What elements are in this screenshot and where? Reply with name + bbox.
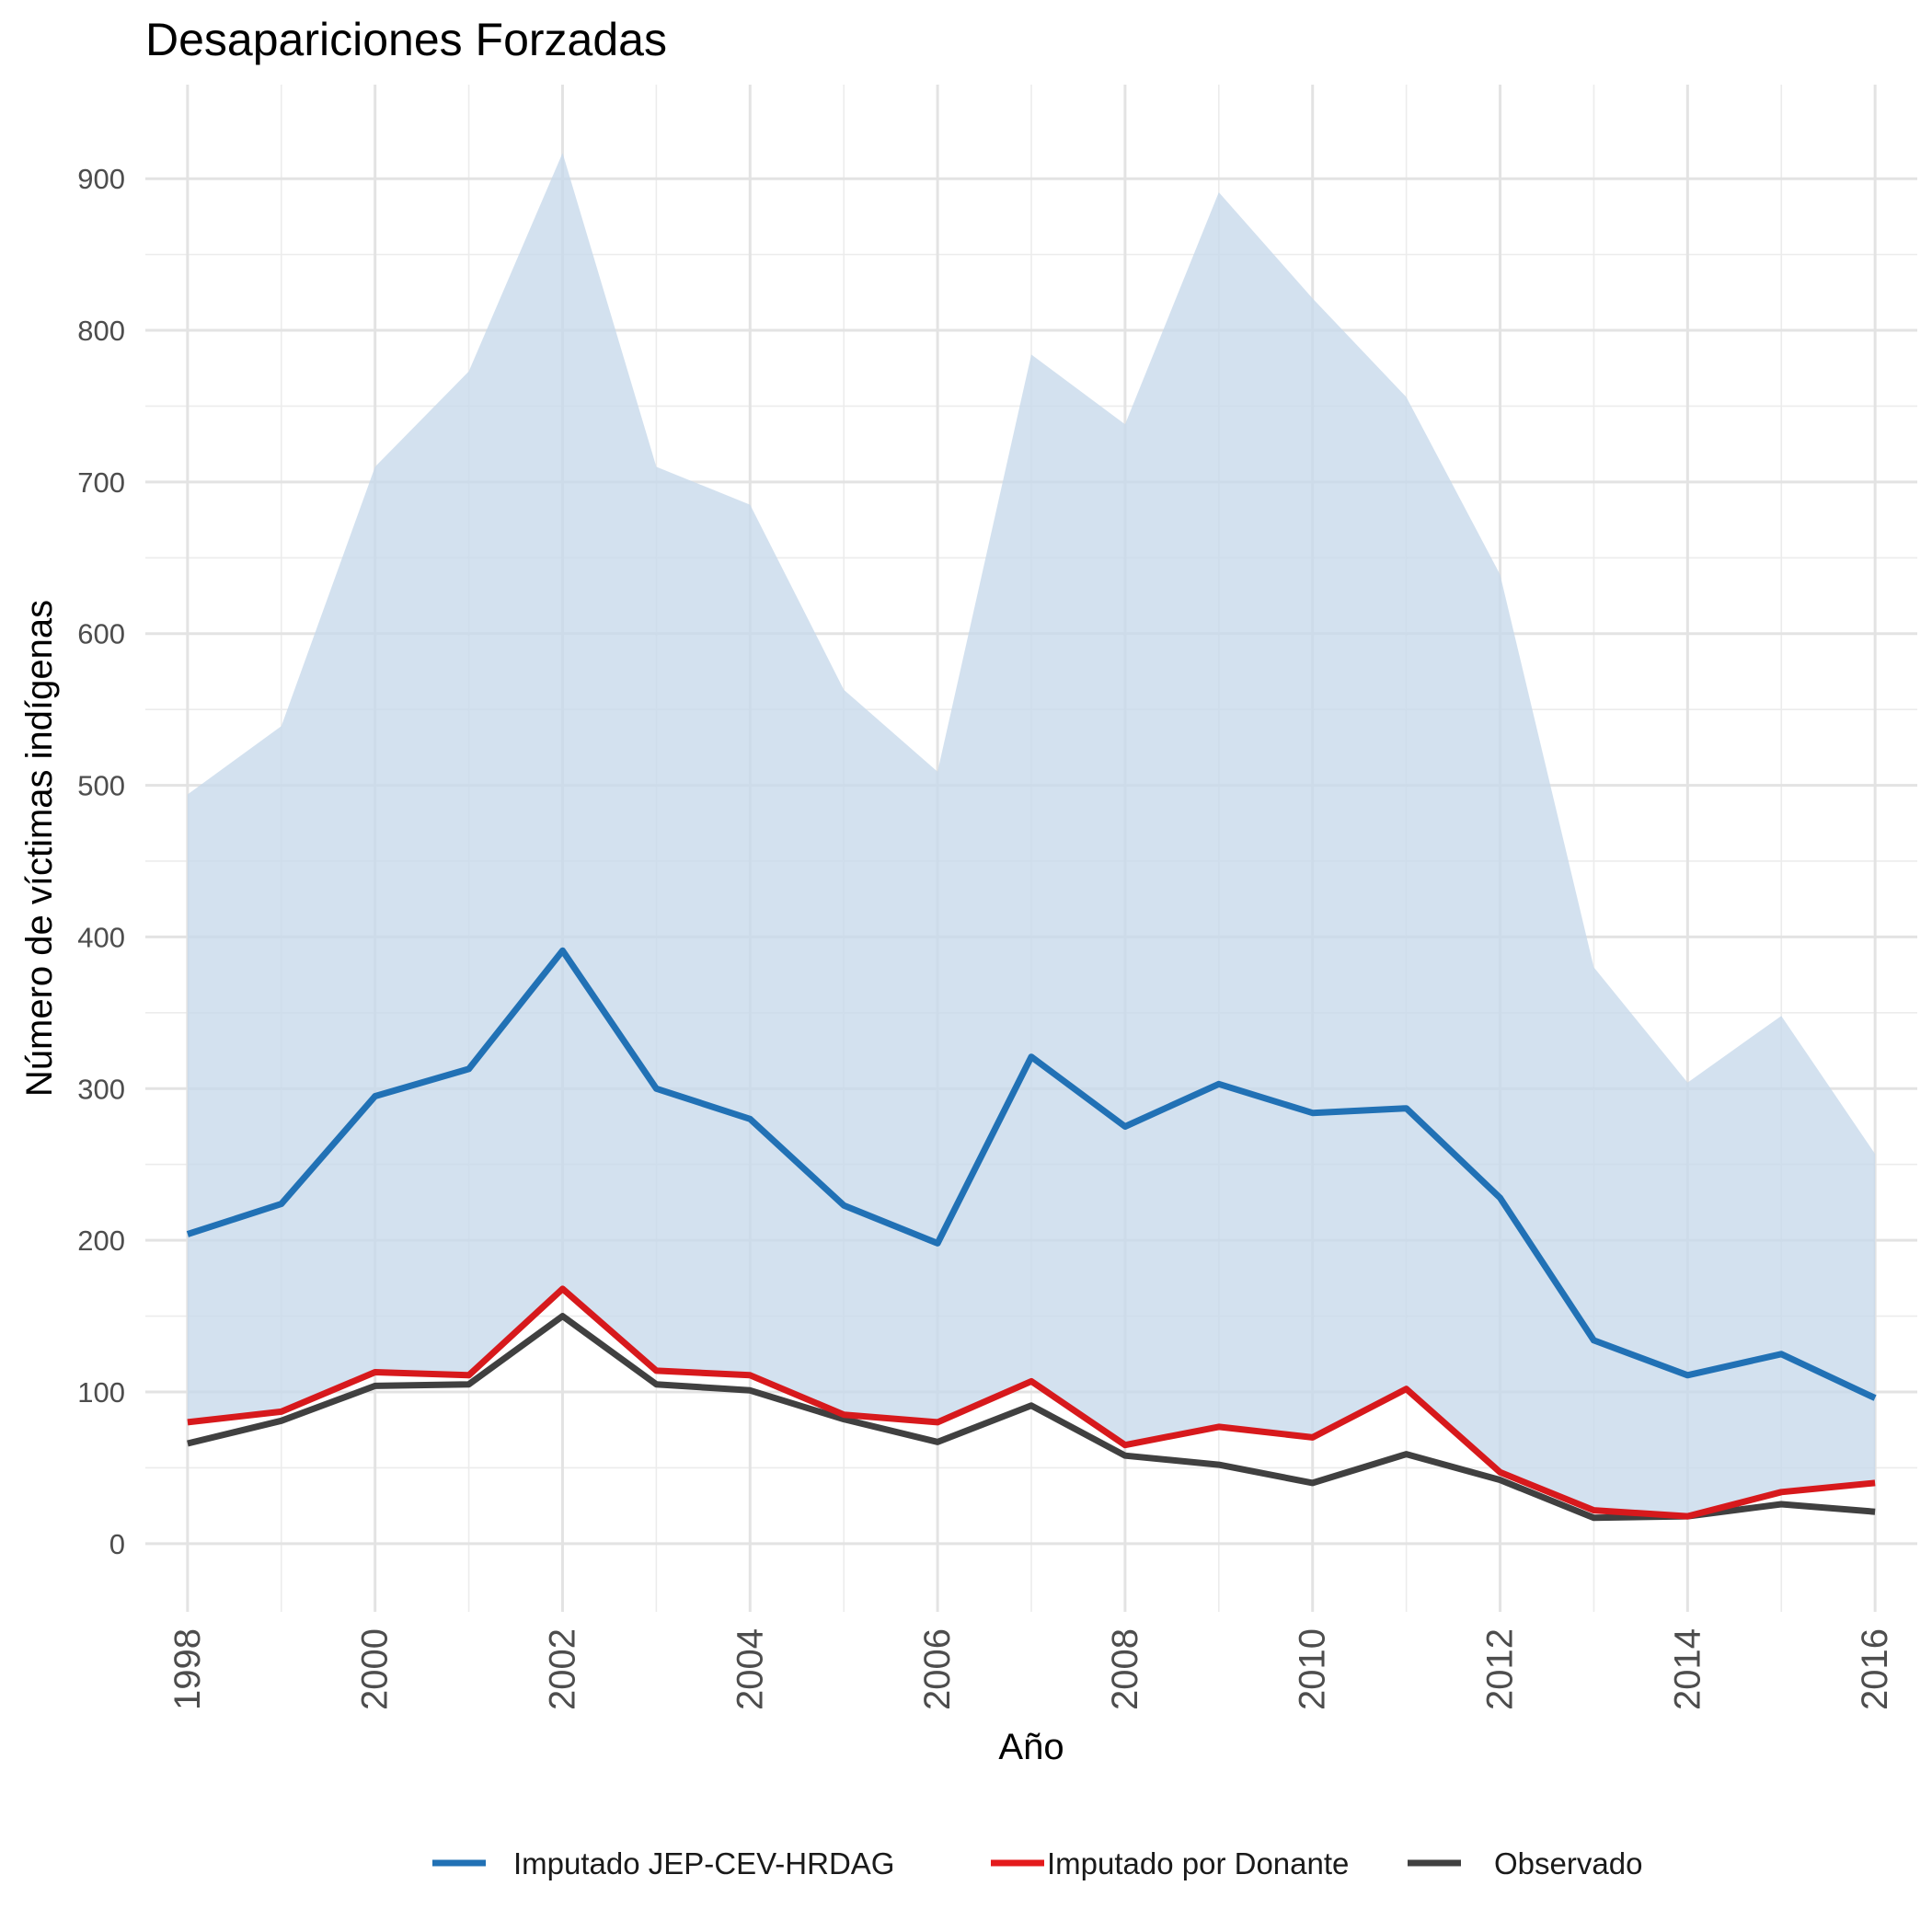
x-tick-label: 2010 xyxy=(1293,1628,1333,1710)
series-line-imputado-por-donante xyxy=(187,1285,1876,1520)
legend-label-observado: Observado xyxy=(1494,1846,1642,1880)
y-tick-label: 100 xyxy=(77,1376,125,1409)
x-tick-label: 2016 xyxy=(1855,1628,1895,1710)
legend-label-imputado-jep: Imputado JEP-CEV-HRDAG xyxy=(513,1846,894,1880)
y-tick-label: 200 xyxy=(77,1225,125,1257)
x-tick-label: 1998 xyxy=(167,1628,208,1710)
series-line-observado xyxy=(187,1313,1876,1522)
x-tick-label: 2002 xyxy=(542,1628,582,1710)
y-tick-labels: 0 100 200 300 400 500 600 700 800 900 xyxy=(77,163,125,1560)
legend: Imputado JEP-CEV-HRDAG Imputado por Dona… xyxy=(432,1846,1642,1880)
series-line-imputado-jep-cev-hrdag xyxy=(186,947,1877,1401)
y-tick-label: 800 xyxy=(77,315,125,347)
y-tick-label: 700 xyxy=(77,466,125,499)
x-tick-label: 2008 xyxy=(1105,1628,1145,1710)
y-tick-label: 600 xyxy=(77,618,125,650)
y-tick-label: 500 xyxy=(77,770,125,802)
y-tick-label: 900 xyxy=(77,163,125,195)
x-tick-label: 2006 xyxy=(917,1628,958,1710)
series-lines xyxy=(186,947,1877,1522)
chart-title: Desapariciones Forzadas xyxy=(145,14,667,65)
x-axis-title: Año xyxy=(998,1727,1064,1767)
y-tick-label: 300 xyxy=(77,1073,125,1105)
y-tick-label: 0 xyxy=(109,1528,125,1560)
y-axis-title: Número de víctimas indígenas xyxy=(19,600,60,1097)
x-tick-label: 2014 xyxy=(1667,1628,1708,1710)
legend-label-imputado-donante: Imputado por Donante xyxy=(1047,1846,1349,1880)
y-tick-label: 400 xyxy=(77,921,125,953)
x-tick-label: 2012 xyxy=(1480,1628,1521,1710)
x-tick-label: 2000 xyxy=(355,1628,396,1710)
x-tick-labels: 1998 2000 2002 2004 2006 2008 2010 2012 2014 2016 xyxy=(167,1628,1895,1710)
x-tick-label: 2004 xyxy=(730,1628,770,1710)
uncertainty-band xyxy=(187,153,1876,1517)
